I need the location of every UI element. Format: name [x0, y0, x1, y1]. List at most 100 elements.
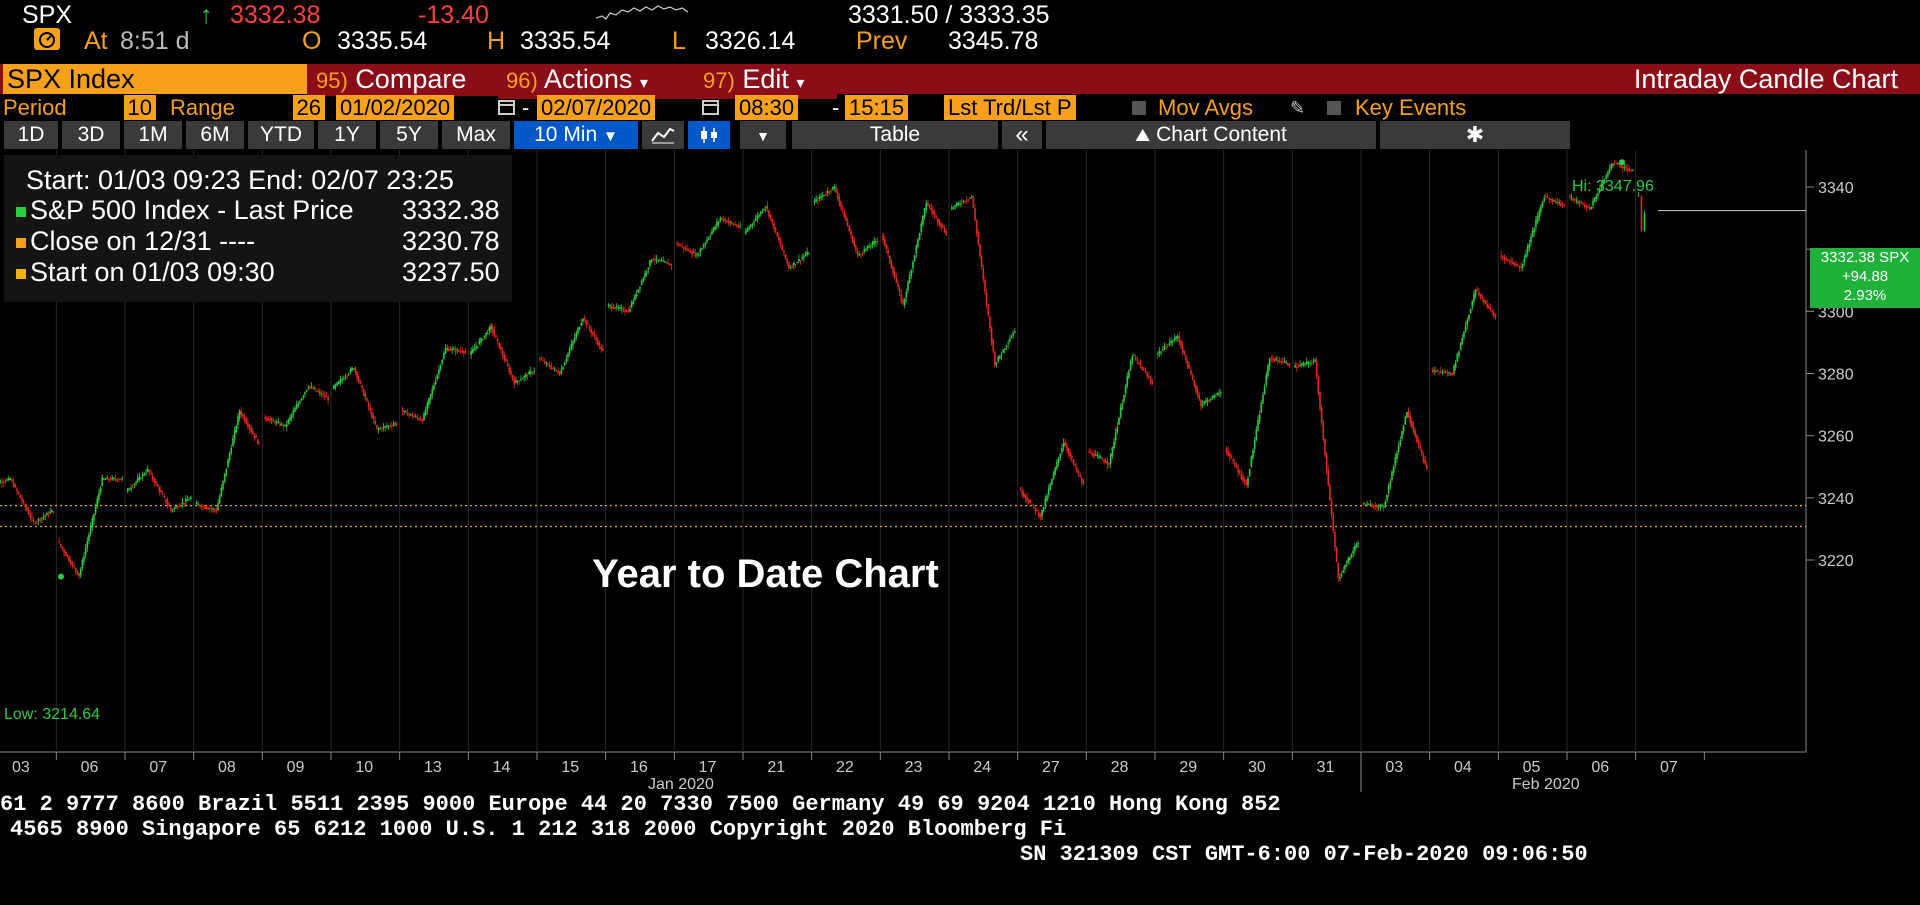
candle-body: [1489, 308, 1492, 310]
candle-body: [1294, 365, 1296, 368]
candle-body: [1324, 438, 1326, 456]
candle-body: [317, 391, 319, 393]
candle-body: [964, 201, 966, 203]
candle-body: [409, 414, 412, 416]
candle-body: [411, 415, 414, 417]
candle-body: [44, 515, 46, 517]
mov-avgs-label[interactable]: Mov Avgs: [1158, 95, 1253, 120]
candle-body: [1046, 495, 1048, 501]
candle-body: [818, 196, 821, 199]
pencil-icon[interactable]: ✎: [1290, 98, 1306, 118]
candle-body: [121, 478, 123, 480]
sparkline-icon: [596, 5, 688, 20]
legend-item-last-price[interactable]: S&P 500 Index - Last Price: [16, 195, 354, 225]
line-chart-icon[interactable]: [642, 121, 684, 149]
candle-body: [831, 187, 834, 190]
candle-body: [1009, 339, 1011, 342]
candle-body: [1531, 230, 1534, 238]
legend-value: 3237.50: [402, 257, 500, 287]
price-type-select[interactable]: Lst Trd/Lst P: [944, 95, 1076, 121]
actions-button[interactable]: 96) Actions ▾: [498, 64, 696, 99]
period-field[interactable]: 10: [90, 95, 156, 121]
candle-body: [972, 196, 975, 208]
security-field[interactable]: SPX Index: [3, 64, 307, 94]
end-time-field[interactable]: 15:15: [845, 95, 909, 121]
table-button[interactable]: Table: [792, 121, 998, 149]
candle-body: [448, 348, 450, 351]
candle-chart[interactable]: 3220 3240 3260 3280 3300 3340 03 06 07 08 09 10 13 14…: [0, 150, 1920, 800]
candle-body: [997, 356, 1000, 362]
calendar-icon[interactable]: [702, 98, 720, 116]
candle-body: [863, 249, 866, 252]
candle-body: [1384, 501, 1387, 508]
range-3d-button[interactable]: 3D: [62, 121, 120, 149]
range-max-button[interactable]: Max: [442, 121, 510, 149]
range-1m-button[interactable]: 1M: [124, 121, 182, 149]
range-field[interactable]: 26: [255, 95, 325, 121]
candle-body: [24, 504, 27, 508]
candle-body: [324, 395, 326, 397]
compare-button[interactable]: 95) Compare: [308, 64, 506, 96]
candle-body: [1228, 453, 1231, 457]
gauge-icon[interactable]: [34, 28, 60, 50]
candle-body: [533, 371, 535, 373]
settings-button[interactable]: ✱: [1380, 121, 1570, 149]
candle-body: [1230, 456, 1233, 458]
legend-item-close[interactable]: Close on 12/31 ----: [16, 226, 255, 256]
start-date-field[interactable]: 01/02/2020: [336, 95, 455, 121]
edit-button[interactable]: 97) Edit ▾: [695, 64, 837, 99]
candle-body: [1002, 349, 1005, 353]
candle-body: [754, 218, 757, 221]
gear-icon: ✱: [1465, 122, 1485, 147]
candle-body: [392, 424, 395, 426]
candle-chart-icon[interactable]: [688, 121, 730, 149]
legend-item-start[interactable]: Start on 01/03 09:30: [16, 257, 275, 287]
chart-type-dropdown[interactable]: ▼: [740, 121, 786, 149]
candle-body: [1540, 206, 1542, 212]
interval-select[interactable]: 10 Min ▼: [514, 121, 638, 149]
range-ytd-button[interactable]: YTD: [248, 121, 314, 149]
candle-body: [369, 407, 372, 411]
range-6m-button[interactable]: 6M: [186, 121, 244, 149]
candle-body: [699, 249, 702, 253]
key-events-checkbox[interactable]: [1327, 101, 1341, 115]
candle-body: [29, 513, 32, 518]
start-time-field[interactable]: 08:30: [735, 95, 799, 121]
key-events-label[interactable]: Key Events: [1355, 95, 1467, 120]
range-1d-button[interactable]: 1D: [4, 121, 58, 149]
candle-body: [1200, 399, 1202, 407]
candle-body: [86, 541, 89, 549]
candle-body: [1258, 413, 1261, 422]
candle-body: [81, 560, 84, 569]
candle-body: [238, 411, 241, 418]
candle-body: [724, 219, 727, 221]
candle-body: [1014, 331, 1016, 333]
candle-body: [1548, 197, 1551, 200]
candle-body: [0, 481, 2, 483]
candle-body: [1021, 490, 1023, 495]
candle-body: [1238, 471, 1241, 473]
candle-body: [560, 369, 563, 374]
candle-body: [597, 340, 599, 345]
candle-body: [644, 273, 646, 278]
candle-body: [381, 428, 383, 430]
calendar-icon[interactable]: [498, 98, 516, 116]
candle-body: [1387, 485, 1390, 494]
candle-body: [223, 473, 226, 482]
collapse-button[interactable]: «: [1002, 121, 1042, 149]
chart-content-button[interactable]: ⛰ Chart Content: [1046, 121, 1376, 149]
end-date-field[interactable]: 02/07/2020: [537, 95, 656, 121]
mov-avgs-checkbox[interactable]: [1132, 101, 1146, 115]
candle-body: [913, 255, 916, 262]
range-5y-button[interactable]: 5Y: [380, 121, 438, 149]
candle-body: [970, 196, 973, 198]
candle-body: [1071, 456, 1073, 459]
chart-content-label: Chart Content: [1156, 123, 1287, 146]
range-1y-button[interactable]: 1Y: [318, 121, 376, 149]
candle-body: [1628, 169, 1631, 171]
candle-body: [1148, 375, 1150, 378]
hi-label: Hi: 3347.96: [1572, 178, 1654, 195]
candle-body: [233, 430, 236, 440]
candle-body: [1350, 554, 1353, 557]
candle-body: [1354, 546, 1356, 551]
